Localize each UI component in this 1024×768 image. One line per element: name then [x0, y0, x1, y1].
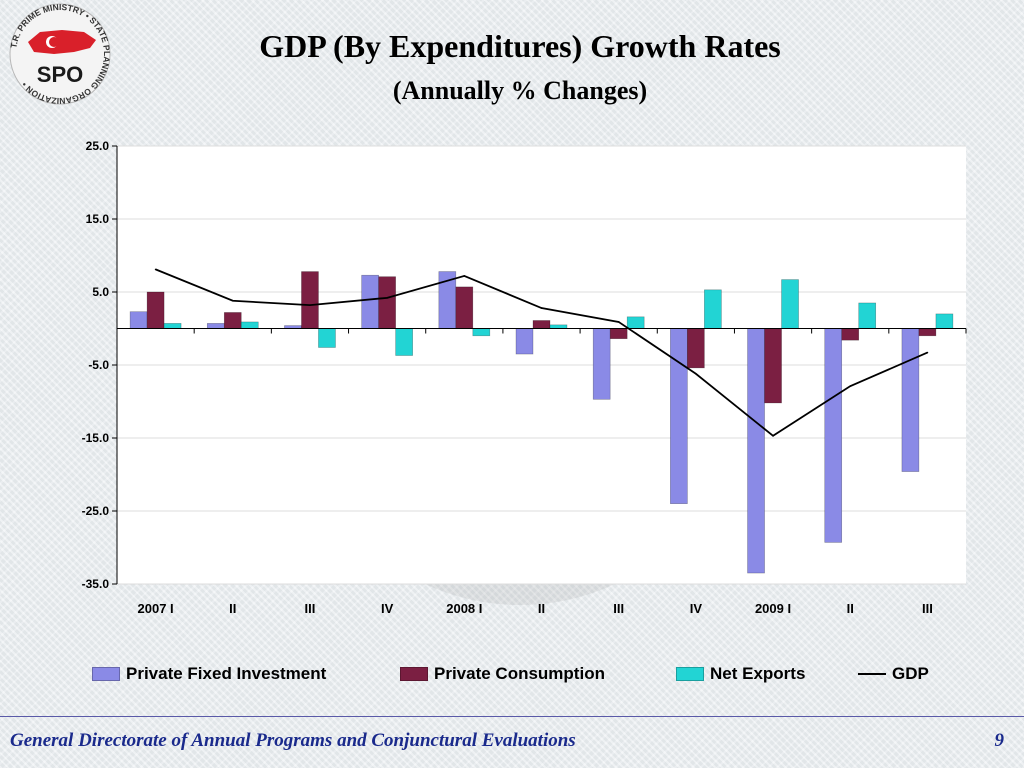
point-gdp [463, 275, 466, 277]
y-tick-label: -15.0 [82, 431, 110, 445]
bar-net-exports [704, 289, 722, 329]
x-tick-label: IV [381, 601, 394, 616]
bar-net-exports [626, 316, 645, 329]
point-gdp [540, 307, 543, 309]
x-tick-label: III [613, 601, 624, 616]
bar-private-fixed-investment [206, 323, 225, 329]
point-gdp [386, 297, 388, 299]
bar-private-fixed-investment [670, 328, 688, 504]
legend-label: GDP [892, 664, 929, 683]
footer-text: General Directorate of Annual Programs a… [10, 730, 576, 751]
bar-private-consumption [301, 271, 319, 329]
legend-item-net-exports: Net Exports [676, 664, 805, 684]
bar-net-exports [240, 321, 259, 329]
x-tick-label: 2007 I [138, 601, 174, 616]
bar-net-exports [858, 302, 877, 329]
bar-private-fixed-investment [901, 328, 920, 472]
bar-net-exports [781, 279, 799, 329]
point-gdp [154, 268, 157, 271]
x-tick-label: IV [690, 601, 703, 616]
turkey-map-icon [28, 30, 96, 54]
point-gdp [849, 385, 852, 387]
legend-swatch [400, 667, 428, 681]
y-tick-label: -25.0 [82, 504, 110, 518]
bar-net-exports [935, 313, 954, 329]
point-gdp [231, 299, 234, 302]
bar-private-consumption [687, 328, 705, 369]
legend-item-private-fixed-investment: Private Fixed Investment [92, 664, 326, 684]
bar-private-fixed-investment [824, 328, 843, 543]
x-tick-label: II [847, 601, 854, 616]
bar-private-consumption [532, 320, 551, 329]
point-gdp [772, 435, 774, 437]
legend-item-private-consumption: Private Consumption [400, 664, 605, 684]
x-tick-label: II [538, 601, 545, 616]
bar-net-exports [163, 323, 182, 329]
point-gdp [926, 351, 929, 354]
point-gdp [695, 372, 697, 375]
page-number: 9 [994, 730, 1005, 751]
bar-private-consumption [841, 328, 860, 341]
legend-swatch-line [858, 673, 886, 675]
x-tick-label: 2009 I [755, 601, 791, 616]
bar-net-exports [318, 328, 336, 348]
page-title: GDP (By Expenditures) Growth Rates [259, 28, 781, 64]
point-gdp [617, 321, 620, 323]
bar-private-fixed-investment [515, 328, 534, 355]
y-tick-label: 5.0 [92, 285, 109, 299]
legend-swatch [92, 667, 120, 681]
bar-private-fixed-investment [592, 328, 611, 400]
bar-net-exports [395, 328, 413, 356]
bar-private-consumption [455, 286, 474, 329]
legend-label: Private Consumption [434, 664, 605, 683]
point-gdp [309, 304, 311, 306]
bar-private-consumption [764, 328, 782, 404]
y-tick-label: 25.0 [86, 139, 110, 153]
bar-private-consumption [146, 291, 165, 329]
bar-private-consumption [378, 276, 396, 329]
y-tick-label: -35.0 [82, 577, 110, 591]
footer-divider [0, 716, 1024, 717]
bar-private-fixed-investment [361, 274, 379, 329]
x-tick-label: II [229, 601, 236, 616]
chart-legend: Private Fixed Investment Private Consump… [0, 664, 1024, 690]
x-tick-label: 2008 I [446, 601, 482, 616]
bar-private-fixed-investment [129, 311, 148, 329]
y-tick-label: -5.0 [88, 358, 109, 372]
bar-net-exports [549, 324, 568, 329]
y-tick-label: 15.0 [86, 212, 110, 226]
page-subtitle: (Annually % Changes) [392, 76, 648, 105]
bar-private-consumption [223, 312, 242, 329]
legend-label: Private Fixed Investment [126, 664, 327, 683]
spo-logo: T.R. PRIME MINISTRY • STATE PLANNING ORG… [8, 2, 112, 106]
legend-swatch [676, 667, 704, 681]
x-tick-label: III [922, 601, 933, 616]
logo-text: SPO [37, 62, 83, 87]
bar-net-exports [472, 328, 491, 337]
bar-private-consumption [609, 328, 628, 340]
bar-private-fixed-investment [747, 328, 765, 574]
bar-private-consumption [918, 328, 937, 337]
legend-item-gdp: GDP [858, 664, 929, 684]
legend-label: Net Exports [710, 664, 806, 683]
x-tick-label: III [305, 601, 316, 616]
